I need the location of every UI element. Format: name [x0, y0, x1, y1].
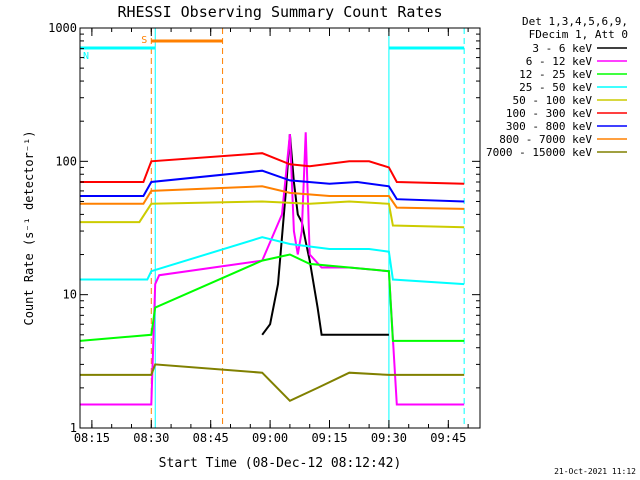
series-line [80, 185, 465, 210]
series-line [261, 134, 389, 336]
legend-item-label: 3 - 6 keV [532, 42, 592, 55]
footer-timestamp: 21-Oct-2021 11:12 [554, 467, 636, 476]
series-line [80, 363, 465, 403]
legend-item-label: 800 - 7000 keV [499, 133, 592, 146]
legend-item-label: 6 - 12 keV [526, 55, 593, 68]
y-tick-label: 1000 [48, 21, 77, 35]
legend-item-label: 12 - 25 keV [519, 68, 592, 81]
series-line [79, 253, 465, 342]
legend-title-line-1: Det 1,3,4,5,6,9, [522, 15, 628, 28]
x-tick-label: 08:45 [193, 431, 229, 445]
axes: 08:15 08:30 08:45 09:00 09:15 09:30 09:45 1 10 10… [48, 21, 481, 445]
series-line [80, 152, 465, 185]
x-tick-label: 09:15 [311, 431, 347, 445]
plot-frame [79, 27, 481, 429]
legend-item-label: 50 - 100 keV [513, 94, 593, 107]
series-line [80, 236, 465, 286]
legend-title-line-2: FDecim 1, Att 0 [529, 28, 628, 41]
x-tick-label: 08:15 [74, 431, 110, 445]
y-tick-label: 10 [63, 288, 77, 302]
observing-bars: SN [80, 35, 465, 62]
chart-title: RHESSI Observing Summary Count Rates [117, 3, 442, 21]
series-line [80, 200, 465, 229]
series-line [80, 169, 465, 203]
saa-bar-label: S [141, 35, 147, 46]
y-tick-label: 1 [70, 421, 77, 435]
x-tick-label: 09:00 [252, 431, 288, 445]
legend-item-label: 300 - 800 keV [506, 120, 592, 133]
x-tick-label: 08:30 [133, 431, 169, 445]
x-tick-label: 09:45 [430, 431, 466, 445]
night-bar-label: N [83, 51, 89, 62]
x-axis-label: Start Time (08-Dec-12 08:12:42) [159, 456, 402, 471]
y-axis-label: Count Rate (s⁻¹ detector⁻¹) [22, 130, 36, 325]
y-tick-label: 100 [55, 154, 77, 168]
legend-item-label: 25 - 50 keV [519, 81, 592, 94]
series-layer [79, 132, 465, 406]
legend: Det 1,3,4,5,6,9, FDecim 1, Att 0 3 - 6 k… [486, 15, 628, 159]
legend-item-label: 100 - 300 keV [506, 107, 592, 120]
legend-item-label: 7000 - 15000 keV [486, 146, 592, 159]
x-tick-label: 09:30 [371, 431, 407, 445]
